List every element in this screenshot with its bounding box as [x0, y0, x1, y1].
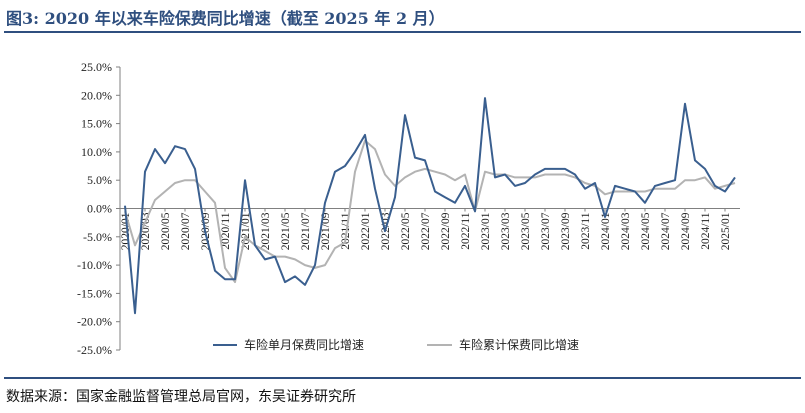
y-tick-label: 10.0%	[81, 145, 112, 159]
x-tick-label: 2023/09	[560, 212, 572, 250]
x-tick-label: 2024/01	[600, 212, 612, 250]
x-tick-label: 2021/03	[260, 212, 272, 250]
title-divider	[4, 31, 801, 33]
y-tick-label: 20.0%	[81, 88, 112, 102]
x-tick-label: 2021/05	[280, 212, 292, 250]
x-tick-label: 2022/01	[360, 212, 372, 250]
x-tick-label: 2020/07	[180, 212, 192, 250]
x-tick-label: 2023/01	[480, 212, 492, 250]
figure-title: 图3: 2020 年以来车险保费同比增速（截至 2025 年 2 月）	[6, 9, 445, 28]
x-tick-label: 2025/01	[720, 212, 732, 250]
legend: 车险单月保费同比增速 车险累计保费同比增速	[213, 337, 579, 352]
series-lines	[124, 97, 736, 315]
y-tick-label: 15.0%	[81, 117, 112, 131]
x-tick-label: 2021/07	[300, 212, 312, 250]
x-tick-label: 2022/11	[460, 212, 472, 250]
y-tick-label: 25.0%	[81, 60, 112, 74]
x-tick-label: 2024/11	[700, 212, 712, 250]
y-tick-label: 0.0%	[87, 202, 112, 216]
y-tick-label: -25.0%	[77, 343, 112, 357]
x-tick-label: 2024/03	[620, 212, 632, 250]
legend-label-monthly: 车险单月保费同比增速	[244, 337, 364, 352]
x-tick-label: 2023/07	[540, 212, 552, 250]
y-tick-label: -5.0%	[83, 230, 112, 244]
y-tick-label: 5.0%	[87, 173, 112, 187]
y-tick-label: -20.0%	[77, 315, 112, 329]
chart-axes	[116, 66, 740, 351]
y-tick-label: -15.0%	[77, 286, 112, 300]
legend-label-cumulative: 车险累计保费同比增速	[459, 337, 579, 352]
x-tick-label: 2024/07	[660, 212, 672, 250]
line-chart: 25.0% 20.0% 15.0% 10.0% 5.0% 0.0% -5.0% -10.0% -…	[77, 60, 740, 357]
x-tick-label: 2022/09	[440, 212, 452, 250]
footer-divider	[4, 377, 801, 379]
x-tick-label: 2021/09	[320, 212, 332, 250]
series-line-cumulative	[124, 139, 736, 284]
series-line-monthly	[124, 97, 736, 315]
x-tick-label: 2022/07	[420, 212, 432, 250]
x-tick-label: 2020/05	[160, 212, 172, 250]
data-source-note: 数据来源：国家金融监督管理总局官网，东吴证券研究所	[6, 389, 356, 405]
x-tick-label: 2023/05	[520, 212, 532, 250]
y-tick-label: -10.0%	[77, 258, 112, 272]
x-tick-label: 2022/05	[400, 212, 412, 250]
x-tick-label: 2020/11	[220, 212, 232, 250]
x-tick-label: 2023/11	[580, 212, 592, 250]
x-axis-tick-labels: 2020/01 2020/03 2020/05 2020/07 2020/09 2020/…	[120, 212, 732, 250]
y-axis-tick-labels: 25.0% 20.0% 15.0% 10.0% 5.0% 0.0% -5.0% -10.0% -…	[77, 60, 112, 357]
x-tick-label: 2024/05	[640, 212, 652, 250]
x-tick-label: 2020/03	[140, 212, 152, 250]
x-tick-label: 2023/03	[500, 212, 512, 250]
x-tick-label: 2024/09	[680, 212, 692, 250]
